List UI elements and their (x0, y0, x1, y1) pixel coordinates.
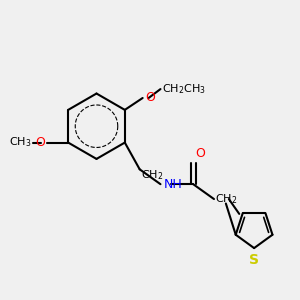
Text: O: O (145, 92, 155, 104)
Text: S: S (249, 253, 259, 266)
Text: CH$_2$: CH$_2$ (215, 192, 238, 206)
Text: CH$_2$CH$_3$: CH$_2$CH$_3$ (162, 82, 206, 96)
Text: CH$_3$: CH$_3$ (8, 136, 31, 149)
Text: CH$_2$: CH$_2$ (141, 168, 164, 182)
Text: NH: NH (164, 178, 182, 191)
Text: O: O (196, 147, 206, 161)
Text: O: O (35, 136, 45, 149)
